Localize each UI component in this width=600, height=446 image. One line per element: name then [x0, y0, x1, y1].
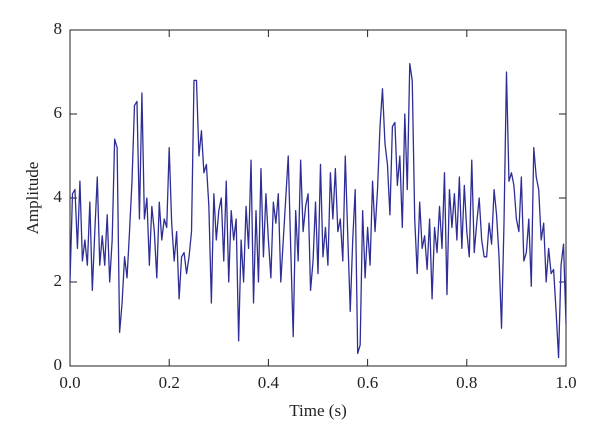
- y-tick-label: 0: [54, 355, 63, 374]
- x-tick-label: 0.4: [258, 373, 280, 392]
- x-tick-label: 1.0: [555, 373, 576, 392]
- y-tick-label: 4: [54, 187, 63, 206]
- x-tick-label: 0.0: [59, 373, 80, 392]
- y-tick-label: 6: [54, 103, 63, 122]
- x-tick-label: 0.6: [357, 373, 378, 392]
- x-tick-label: 0.2: [159, 373, 180, 392]
- y-tick-label: 2: [54, 271, 63, 290]
- x-tick-label: 0.8: [456, 373, 477, 392]
- x-axis-label: Time (s): [289, 401, 346, 420]
- y-axis-label: Amplitude: [23, 162, 42, 235]
- y-tick-label: 8: [54, 19, 63, 38]
- signal-line: [69, 62, 567, 359]
